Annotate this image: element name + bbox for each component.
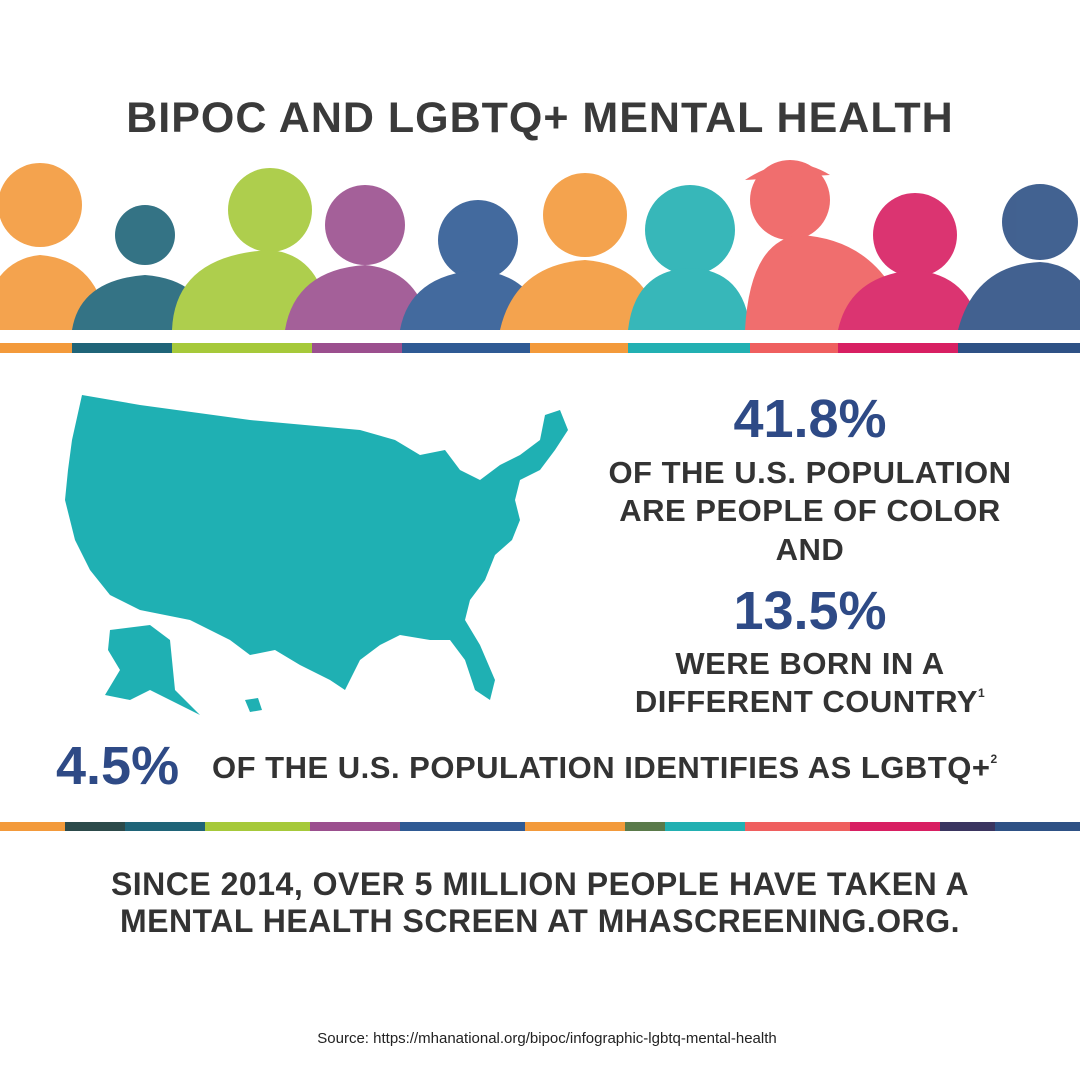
footnote-mark: 1: [978, 686, 986, 700]
top-stripe: [0, 343, 1080, 353]
stat-text: WERE BORN IN A: [675, 646, 945, 681]
stat-text: OF THE U.S. POPULATION: [608, 455, 1012, 490]
us-map: [65, 395, 568, 715]
footnote-mark: 2: [990, 752, 998, 766]
stat-text: OF THE U.S. POPULATION IDENTIFIES AS LGB…: [212, 750, 998, 786]
stat-text: ARE PEOPLE OF COLOR: [619, 493, 1001, 528]
connector: AND: [775, 532, 845, 567]
title: BIPOC AND LGBTQ+ MENTAL HEALTH: [126, 94, 954, 142]
source: Source: https://mhanational.org/bipoc/in…: [317, 1030, 777, 1047]
stat-figure: 13.5%: [733, 581, 887, 641]
stat-text: DIFFERENT COUNTRY: [634, 684, 978, 719]
footer-line: SINCE 2014, OVER 5 MILLION PEOPLE HAVE T…: [110, 866, 970, 902]
stat-figure: 4.5%: [56, 736, 180, 796]
stat-text: DIFFERENT COUNTRY1: [590, 684, 1030, 720]
silhouettes: [0, 160, 1080, 330]
footer-line: MENTAL HEALTH SCREEN AT MHASCREENING.ORG…: [119, 903, 961, 939]
stat-figure: 41.8%: [733, 389, 887, 449]
bottom-stripe: [0, 822, 1080, 831]
stat-text: OF THE U.S. POPULATION IDENTIFIES AS LGB…: [212, 750, 991, 785]
